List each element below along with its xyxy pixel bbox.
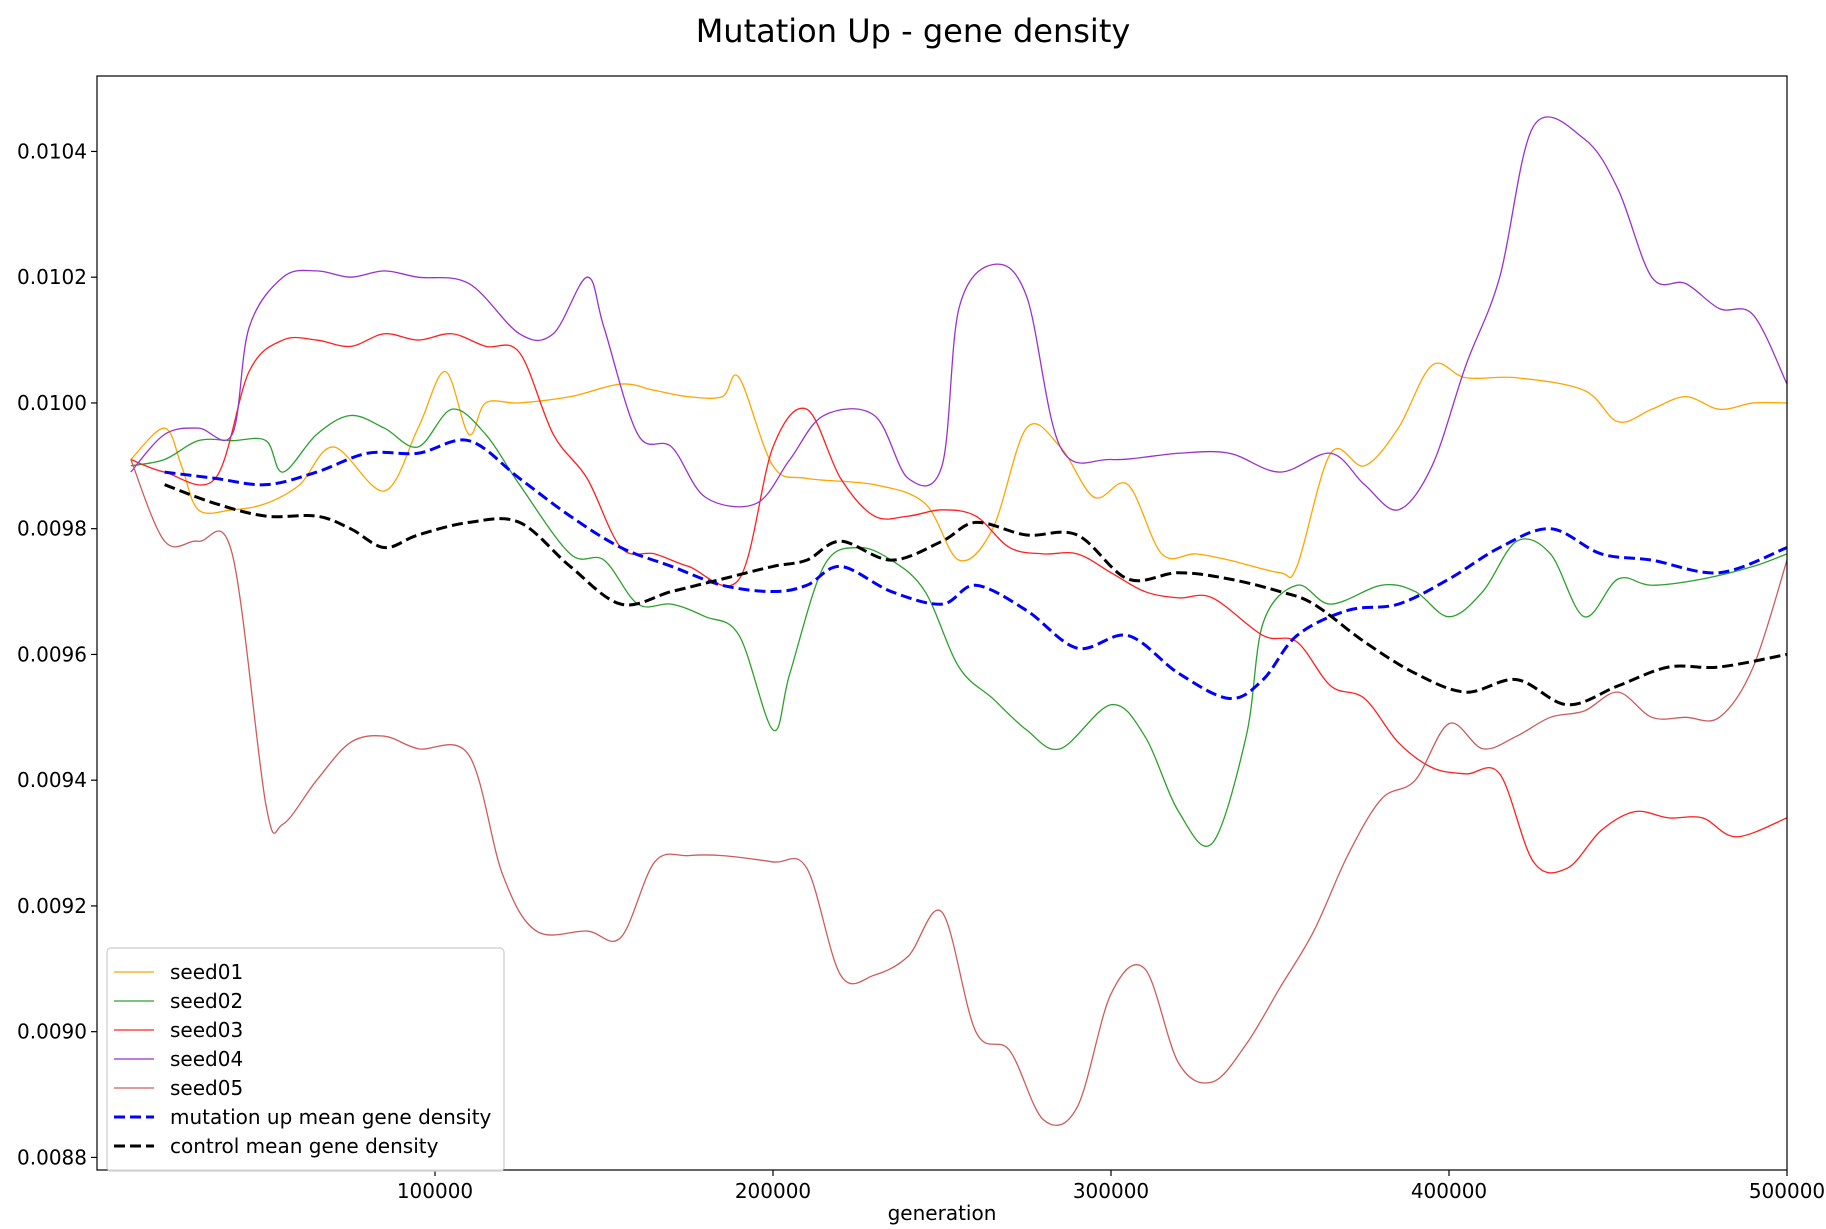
legend-label-seed03: seed03 <box>170 1018 243 1042</box>
y-tick-label: 0.0094 <box>17 768 87 792</box>
y-tick-label: 0.0100 <box>17 391 87 415</box>
series-line-seed03 <box>130 333 1788 874</box>
x-tick-label: 400000 <box>1411 1179 1487 1203</box>
x-tick-label: 500000 <box>1749 1179 1825 1203</box>
legend-label-seed02: seed02 <box>170 989 243 1013</box>
chart-title: Mutation Up - gene density <box>696 12 1131 50</box>
y-tick-label: 0.0096 <box>17 642 87 666</box>
legend: seed01 seed02 seed03 seed04 seed05 mutation u… <box>106 947 505 1172</box>
legend-label-seed04: seed04 <box>170 1047 243 1071</box>
x-axis-label: generation <box>888 1201 997 1225</box>
legend-label-seed01: seed01 <box>170 960 243 984</box>
series-line-control-mean-gene-density <box>164 483 1788 707</box>
series-line-seed02 <box>130 408 1788 847</box>
y-tick-label: 0.0090 <box>17 1020 87 1044</box>
y-axis: 0.0088 0.0090 0.0092 0.0094 0.0096 0.0098 0.01… <box>17 139 97 1169</box>
y-tick-label: 0.0104 <box>17 139 87 163</box>
series-line-seed04 <box>130 116 1788 511</box>
series-layer <box>130 116 1788 1127</box>
y-tick-label: 0.0098 <box>17 517 87 541</box>
x-tick-label: 300000 <box>1073 1179 1149 1203</box>
legend-label-control-mean-gene-density: control mean gene density <box>170 1134 439 1158</box>
series-line-seed01 <box>130 362 1788 579</box>
legend-label-seed05: seed05 <box>170 1076 243 1100</box>
x-axis: 100000 200000 300000 400000 500000 <box>397 1170 1825 1203</box>
legend-label-mutation-up-mean-gene-density: mutation up mean gene density <box>170 1105 492 1129</box>
x-tick-label: 100000 <box>397 1179 473 1203</box>
y-tick-label: 0.0088 <box>17 1145 87 1169</box>
legend-box <box>106 947 505 1172</box>
y-tick-label: 0.0092 <box>17 894 87 918</box>
series-line-seed05 <box>130 459 1788 1127</box>
series-line-mutation-up-mean-gene-density <box>164 438 1788 700</box>
y-tick-label: 0.0102 <box>17 265 87 289</box>
plot-frame <box>96 75 1788 1171</box>
x-tick-label: 200000 <box>735 1179 811 1203</box>
